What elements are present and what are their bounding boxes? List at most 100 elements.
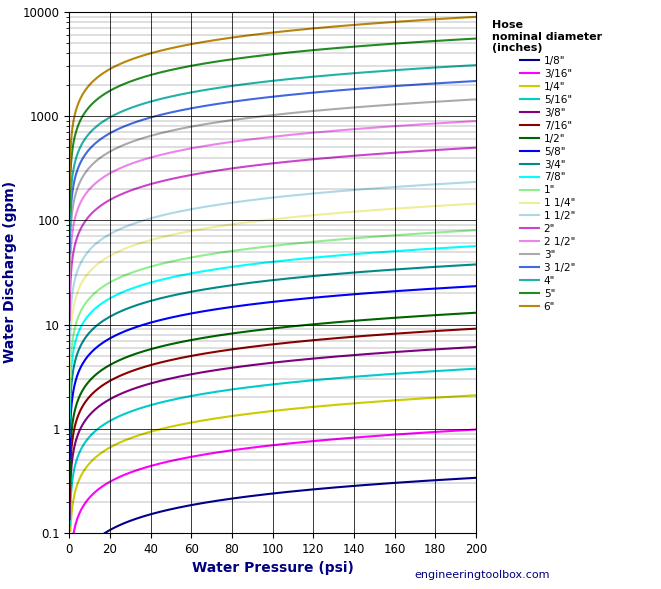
4"	[263, 78, 271, 85]
1"	[263, 243, 271, 250]
3/8"	[253, 361, 260, 368]
3/8"	[65, 515, 73, 522]
5"	[65, 207, 73, 214]
1 1/2"	[472, 178, 480, 186]
7/8"	[253, 260, 260, 267]
3"	[263, 112, 271, 119]
1/4"	[459, 392, 467, 399]
5/16"	[472, 365, 480, 372]
5/16"	[368, 372, 376, 379]
7/8"	[65, 415, 73, 422]
Legend: 1/8", 3/16", 1/4", 5/16", 3/8", 7/16", 1/2", 5/8", 3/4", 7/8", 1", 1 1/4", 1 1/2: 1/8", 3/16", 1/4", 5/16", 3/8", 7/16", 1…	[489, 17, 605, 315]
4"	[460, 62, 468, 70]
X-axis label: Water Pressure (psi): Water Pressure (psi)	[192, 561, 354, 575]
5"	[385, 41, 393, 48]
1 1/2"	[460, 179, 468, 186]
3/16"	[69, 531, 77, 538]
Line: 3": 3"	[69, 100, 476, 272]
1"	[253, 244, 260, 252]
5/16"	[273, 380, 281, 388]
1/2"	[65, 481, 73, 488]
1"	[385, 232, 393, 239]
3/8"	[460, 344, 468, 351]
Line: 6": 6"	[69, 17, 476, 189]
Line: 3/4": 3/4"	[69, 264, 476, 436]
Line: 1": 1"	[69, 230, 476, 402]
3/8"	[263, 360, 271, 367]
Line: 3/8": 3/8"	[69, 347, 476, 519]
3/16"	[439, 428, 447, 435]
2"	[385, 150, 393, 157]
1 1/4"	[472, 200, 480, 207]
1 1/4"	[460, 201, 468, 208]
1/8"	[372, 481, 380, 488]
1"	[460, 227, 468, 234]
Line: 2 1/2": 2 1/2"	[69, 121, 476, 293]
Line: 1 1/2": 1 1/2"	[69, 182, 476, 354]
5/16"	[214, 388, 221, 395]
Text: engineeringtoolbox.com: engineeringtoolbox.com	[415, 570, 550, 580]
2 1/2"	[460, 118, 468, 125]
6"	[263, 29, 271, 37]
7/16"	[472, 325, 480, 332]
1/4"	[67, 527, 75, 534]
3/16"	[400, 431, 408, 438]
5/8"	[253, 300, 260, 307]
3"	[472, 96, 480, 103]
6"	[87, 81, 95, 88]
2"	[460, 145, 468, 152]
3/8"	[460, 344, 468, 351]
Line: 5": 5"	[69, 38, 476, 211]
7/16"	[87, 392, 95, 399]
3/4"	[65, 433, 73, 440]
1/8"	[453, 475, 461, 482]
3 1/2"	[263, 94, 271, 101]
1/2"	[385, 315, 393, 322]
1/2"	[472, 309, 480, 316]
3/16"	[75, 509, 83, 517]
7/8"	[263, 259, 271, 266]
3/16"	[394, 431, 402, 438]
Y-axis label: Water Discharge (gpm): Water Discharge (gpm)	[3, 181, 17, 363]
Line: 1 1/4": 1 1/4"	[69, 204, 476, 376]
5"	[472, 35, 480, 42]
1 1/4"	[460, 201, 468, 208]
7/16"	[460, 326, 468, 333]
5"	[460, 36, 468, 43]
7/8"	[385, 248, 393, 255]
2 1/2"	[460, 118, 468, 125]
3/4"	[87, 328, 95, 335]
1"	[472, 227, 480, 234]
1/8"	[98, 532, 106, 539]
5"	[87, 102, 95, 109]
5/8"	[87, 350, 95, 357]
2 1/2"	[65, 290, 73, 297]
4"	[253, 79, 260, 86]
Line: 7/8": 7/8"	[69, 246, 476, 418]
1 1/2"	[65, 350, 73, 358]
6"	[472, 14, 480, 21]
6"	[253, 31, 260, 38]
3"	[253, 114, 260, 121]
3 1/2"	[385, 83, 393, 90]
Line: 3 1/2": 3 1/2"	[69, 81, 476, 253]
2 1/2"	[87, 185, 95, 192]
5/8"	[460, 283, 468, 290]
5/8"	[65, 455, 73, 462]
1/4"	[256, 409, 264, 416]
1/2"	[460, 310, 468, 317]
7/16"	[253, 343, 260, 350]
5/8"	[460, 283, 468, 290]
1 1/4"	[87, 267, 95, 274]
2 1/2"	[263, 134, 271, 141]
4"	[65, 234, 73, 241]
1/4"	[381, 398, 389, 405]
6"	[385, 19, 393, 26]
3 1/2"	[460, 78, 468, 85]
Line: 1/2": 1/2"	[69, 313, 476, 485]
1 1/4"	[65, 372, 73, 379]
3 1/2"	[460, 78, 468, 85]
3/16"	[399, 431, 407, 438]
Line: 3/16": 3/16"	[73, 429, 476, 535]
5/8"	[385, 288, 393, 295]
